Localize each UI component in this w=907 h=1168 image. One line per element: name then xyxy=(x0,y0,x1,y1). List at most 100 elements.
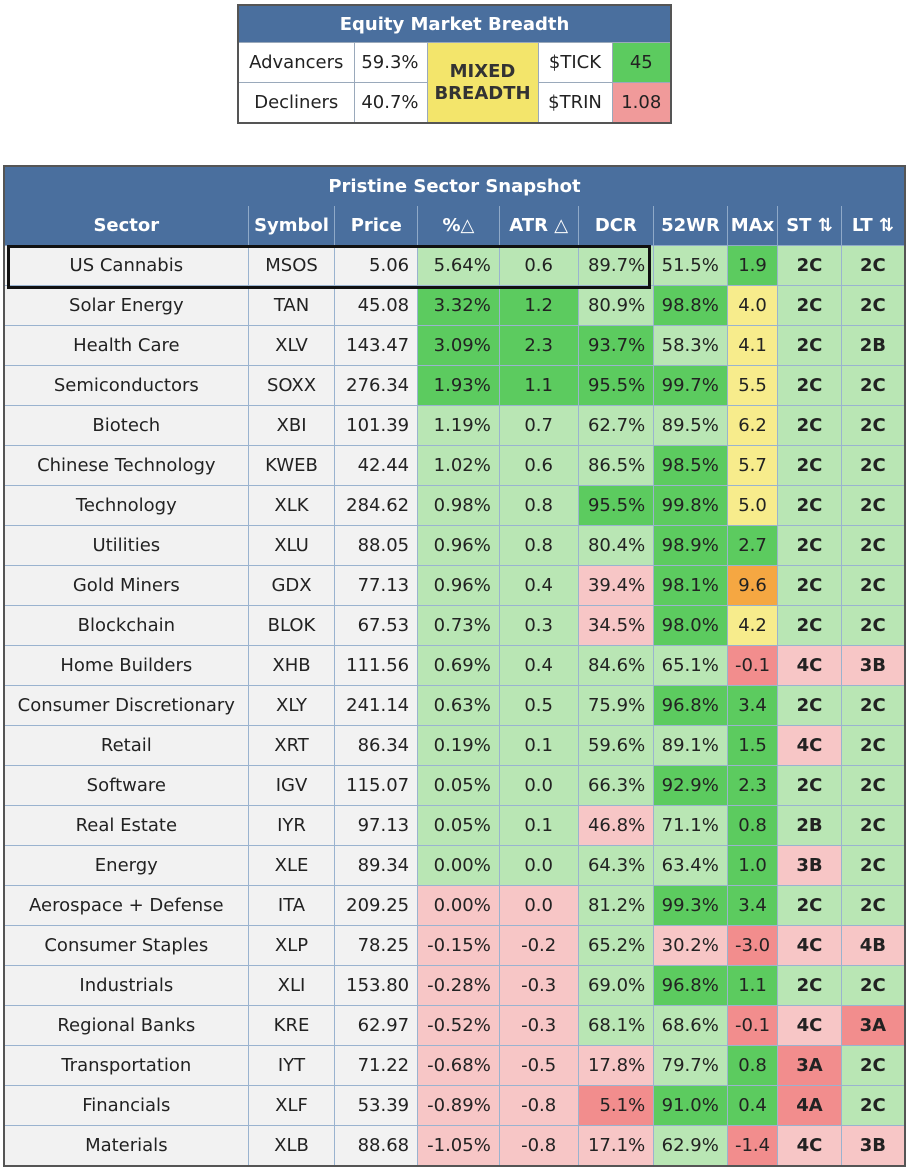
tick-label: $TICK xyxy=(537,42,613,83)
sector-name-cell: Health Care xyxy=(3,325,249,366)
pct-change-cell: 0.19% xyxy=(417,725,500,766)
symbol-cell: XLY xyxy=(247,685,336,726)
dcr-cell: 39.4% xyxy=(577,565,655,606)
max-cell: 2.7 xyxy=(726,525,779,566)
table-row: Materials XLB 88.68 -1.05% -0.8 17.1% 62.9% -1.… xyxy=(3,1125,906,1167)
max-cell: -1.4 xyxy=(726,1125,779,1167)
price-cell: 89.34 xyxy=(334,845,419,886)
max-cell: -3.0 xyxy=(726,925,779,966)
st-stage-cell: 2C xyxy=(777,565,842,606)
sector-name-cell: Solar Energy xyxy=(3,285,249,326)
pct-change-cell: 0.05% xyxy=(417,765,500,806)
52wr-cell: 96.8% xyxy=(653,965,728,1006)
lt-stage-cell: 2C xyxy=(840,1045,906,1086)
price-cell: 88.68 xyxy=(334,1125,419,1167)
pct-change-cell: 0.98% xyxy=(417,485,500,526)
symbol-cell: TAN xyxy=(247,285,336,326)
symbol-cell: KWEB xyxy=(247,445,336,486)
dcr-cell: 17.1% xyxy=(577,1125,655,1167)
table-row: Health Care XLV 143.47 3.09% 2.3 93.7% 58.3% 4.… xyxy=(3,325,906,366)
max-cell: 0.4 xyxy=(726,1085,779,1126)
st-stage-cell: 2C xyxy=(777,325,842,366)
price-cell: 5.06 xyxy=(334,245,419,286)
dcr-cell: 66.3% xyxy=(577,765,655,806)
dcr-cell: 93.7% xyxy=(577,325,655,366)
price-cell: 115.07 xyxy=(334,765,419,806)
lt-stage-cell: 3B xyxy=(840,1125,906,1167)
decliners-label: Decliners xyxy=(237,82,355,124)
atr-change-cell: -0.8 xyxy=(498,1125,579,1167)
table-row: Chinese Technology KWEB 42.44 1.02% 0.6 86.5%… xyxy=(3,445,906,486)
table-row: Industrials XLI 153.80 -0.28% -0.3 69.0% 96.8%… xyxy=(3,965,906,1006)
dcr-cell: 46.8% xyxy=(577,805,655,846)
price-cell: 111.56 xyxy=(334,645,419,686)
pct-change-cell: 1.02% xyxy=(417,445,500,486)
price-cell: 42.44 xyxy=(334,445,419,486)
max-cell: 1.9 xyxy=(726,245,779,286)
sector-name-cell: Regional Banks xyxy=(3,1005,249,1046)
atr-change-cell: -0.2 xyxy=(498,925,579,966)
symbol-cell: IYT xyxy=(247,1045,336,1086)
sector-name-cell: Utilities xyxy=(3,525,249,566)
table-row: Regional Banks KRE 62.97 -0.52% -0.3 68.1% 68.… xyxy=(3,1005,906,1046)
header-lt-sort[interactable]: LT ⇅ xyxy=(840,205,906,246)
equity-market-breadth-table: Equity Market Breadth Advancers 59.3% MI… xyxy=(237,4,673,124)
52wr-cell: 51.5% xyxy=(653,245,728,286)
dcr-cell: 64.3% xyxy=(577,845,655,886)
lt-stage-cell: 2C xyxy=(840,765,906,806)
symbol-cell: XLF xyxy=(247,1085,336,1126)
pct-change-cell: -0.52% xyxy=(417,1005,500,1046)
dcr-cell: 80.4% xyxy=(577,525,655,566)
st-stage-cell: 2C xyxy=(777,405,842,446)
table-row: Software IGV 115.07 0.05% 0.0 66.3% 92.9% 2.3 2C… xyxy=(3,765,906,806)
price-cell: 62.97 xyxy=(334,1005,419,1046)
trin-value: 1.08 xyxy=(611,82,672,124)
table-row: Utilities XLU 88.05 0.96% 0.8 80.4% 98.9% 2.7 2C… xyxy=(3,525,906,566)
header-atr-change: ATR △ xyxy=(498,205,579,246)
st-stage-cell: 2C xyxy=(777,245,842,286)
atr-change-cell: 0.0 xyxy=(498,885,579,926)
atr-change-cell: 1.1 xyxy=(498,365,579,406)
symbol-cell: XLE xyxy=(247,845,336,886)
header-sector: Sector xyxy=(3,205,249,246)
lt-stage-cell: 2C xyxy=(840,605,906,646)
sector-name-cell: Chinese Technology xyxy=(3,445,249,486)
lt-stage-cell: 3B xyxy=(840,645,906,686)
52wr-cell: 71.1% xyxy=(653,805,728,846)
header-st-sort[interactable]: ST ⇅ xyxy=(777,205,842,246)
atr-change-cell: -0.3 xyxy=(498,965,579,1006)
pct-change-cell: 0.05% xyxy=(417,805,500,846)
dcr-cell: 59.6% xyxy=(577,725,655,766)
symbol-cell: XRT xyxy=(247,725,336,766)
pct-change-cell: 0.69% xyxy=(417,645,500,686)
st-stage-cell: 3A xyxy=(777,1045,842,1086)
dcr-cell: 89.7% xyxy=(577,245,655,286)
dcr-cell: 86.5% xyxy=(577,445,655,486)
lt-stage-cell: 2C xyxy=(840,845,906,886)
tick-value: 45 xyxy=(611,42,672,83)
price-cell: 88.05 xyxy=(334,525,419,566)
lt-stage-cell: 2C xyxy=(840,405,906,446)
atr-change-cell: -0.5 xyxy=(498,1045,579,1086)
sector-name-cell: Aerospace + Defense xyxy=(3,885,249,926)
max-cell: 0.8 xyxy=(726,1045,779,1086)
max-cell: 3.4 xyxy=(726,685,779,726)
atr-change-cell: -0.3 xyxy=(498,1005,579,1046)
price-cell: 86.34 xyxy=(334,725,419,766)
st-stage-cell: 4C xyxy=(777,725,842,766)
symbol-cell: XLU xyxy=(247,525,336,566)
header-dcr: DCR xyxy=(577,205,655,246)
max-cell: 9.6 xyxy=(726,565,779,606)
atr-change-cell: 0.5 xyxy=(498,685,579,726)
st-stage-cell: 2C xyxy=(777,605,842,646)
pct-change-cell: 1.19% xyxy=(417,405,500,446)
price-cell: 101.39 xyxy=(334,405,419,446)
atr-change-cell: 0.0 xyxy=(498,845,579,886)
st-stage-cell: 4A xyxy=(777,1085,842,1126)
symbol-cell: XLB xyxy=(247,1125,336,1167)
dcr-cell: 62.7% xyxy=(577,405,655,446)
st-stage-cell: 2C xyxy=(777,525,842,566)
table-row: Consumer Staples XLP 78.25 -0.15% -0.2 65.2% 3… xyxy=(3,925,906,966)
sector-name-cell: US Cannabis xyxy=(3,245,249,286)
header-symbol: Symbol xyxy=(247,205,336,246)
